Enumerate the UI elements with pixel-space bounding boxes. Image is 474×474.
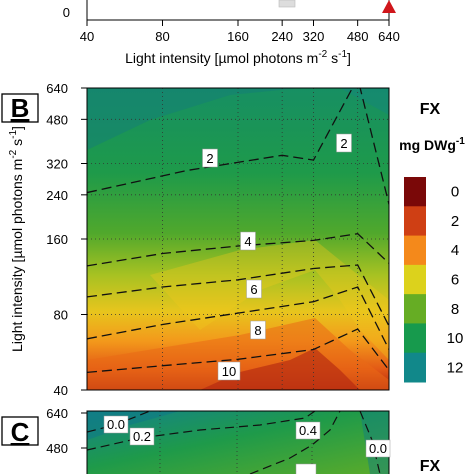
panel-b-contour-label: 4 [240,231,256,251]
panel-b-y-tick-label: 80 [54,308,68,323]
panel-b-y-tick-label: 240 [46,188,68,203]
panel-b-contour-4 [87,233,389,267]
panel-a-bar [278,0,296,8]
panel-b-contour-6 [87,264,389,327]
panel-a-x-ticks: 40 80 160 240 320 480 640 [80,20,400,44]
panel-b-colorbar-label: 2 [451,213,459,230]
panel-b-hotspot-yellow [150,240,389,360]
panel-b-corner-teal-right [340,88,389,115]
panel-b-contour-10 [87,328,389,374]
panel-a-x-tick-label: 320 [303,29,325,44]
svg-text:10: 10 [222,364,236,379]
panel-a-x-tick-label: 240 [271,29,293,44]
panel-a: 0 40 80 160 240 320 480 640 Light intensity [µ… [63,0,400,66]
panel-b-heatmap [87,88,389,390]
panel-b-colorbar-swatch [404,294,426,324]
panel-b-contour-8 [87,286,389,350]
panel-c-legend-title: FX [420,458,441,474]
panel-b-colorbar-swatch [404,206,426,237]
panel-b-y-tick-label: 640 [46,81,68,96]
panel-a-x-tick-label: 480 [347,29,369,44]
panel-a-x-tick-label: 640 [378,29,400,44]
svg-text:6: 6 [250,282,257,297]
panel-c-letter-box [1,416,39,446]
panel-b-letter-box [1,93,39,123]
svg-text:2: 2 [206,151,213,166]
panel-b-contour-label: 6 [246,279,262,299]
panel-b-colorbar-swatch [404,235,426,266]
panel-b-y-tick-label: 160 [46,232,68,247]
panel-b-y-tick-label: 480 [46,112,68,127]
svg-text:2: 2 [340,136,347,151]
panel-b-legend-unit: mg DWg-1 [399,136,465,153]
svg-text:0.0: 0.0 [369,441,387,456]
panel-c-y-tick-label: 640 [46,406,68,421]
panel-b-contour-label: 10 [217,361,241,381]
panel-a-data-marker [382,0,396,13]
panel-c: C 640 480 0.0 0.2 0.4 [1,406,441,474]
panel-c-contour-label: 0.0 [103,415,129,434]
panel-b-y-tick-label: 320 [46,157,68,172]
panel-b-contour-label: 8 [250,320,266,340]
panel-b-contour-labels: 2 2 4 6 8 10 [202,133,352,381]
panel-a-x-tick-label: 160 [227,29,249,44]
panel-c-contour-label: 0.0 [365,439,391,458]
panel-c-y-tick-label: 480 [46,441,68,456]
panel-b-y-tick-label: 40 [54,383,68,398]
panel-b-y-ticks: 40 80 160 240 320 480 640 [46,81,87,398]
panel-b-colorbar-label: 0 [451,184,459,201]
panel-b-contours [87,88,389,374]
panel-b-letter: B [11,93,30,123]
panel-b-contour-2 [87,88,389,205]
panel-b-colorbar-swatch [404,264,426,295]
svg-text:0.0: 0.0 [107,417,125,432]
panel-c-letter: C [11,417,30,447]
panel-a-x-tick-label: 80 [155,29,169,44]
panel-b-colorbar-label: 10 [447,330,464,347]
svg-text:0.2: 0.2 [133,429,151,444]
panel-c-contour-label: 0.2 [129,427,155,446]
svg-text:4: 4 [244,234,251,249]
panel-a-y-tick-label: 0 [63,5,70,20]
panel-b-colorbar-swatch [404,323,426,354]
panel-b-colorbar-label: 12 [447,359,464,376]
panel-c-contour-label-box [295,463,317,474]
panel-b-y-axis-label: Light intensity [µmol photons m-2 s-1] [8,126,25,352]
panel-b-colorbar-swatch [404,177,426,207]
panel-a-x-axis-label: Light intensity [µmol photons m-2 s-1] [125,49,351,66]
panel-b-corner-teal [87,88,300,150]
panel-b-colorbar-label: 4 [451,242,459,259]
panel-b-contour-label: 2 [336,133,352,153]
svg-text:8: 8 [254,323,261,338]
svg-text:0.4: 0.4 [299,423,317,438]
panel-b-contour-label: 2 [202,148,218,168]
panel-c-contour-04 [249,411,341,474]
panel-b-legend-title: FX [420,101,441,118]
panel-b-colorbar-label: 8 [451,301,459,318]
panel-b-colorbar: 0 2 4 6 8 10 12 [404,177,463,383]
panel-a-x-tick-label: 40 [80,29,94,44]
panel-c-contour-label: 0.4 [295,421,321,440]
panel-b-colorbar-swatch [404,352,426,383]
panel-b-colorbar-label: 6 [451,272,459,289]
